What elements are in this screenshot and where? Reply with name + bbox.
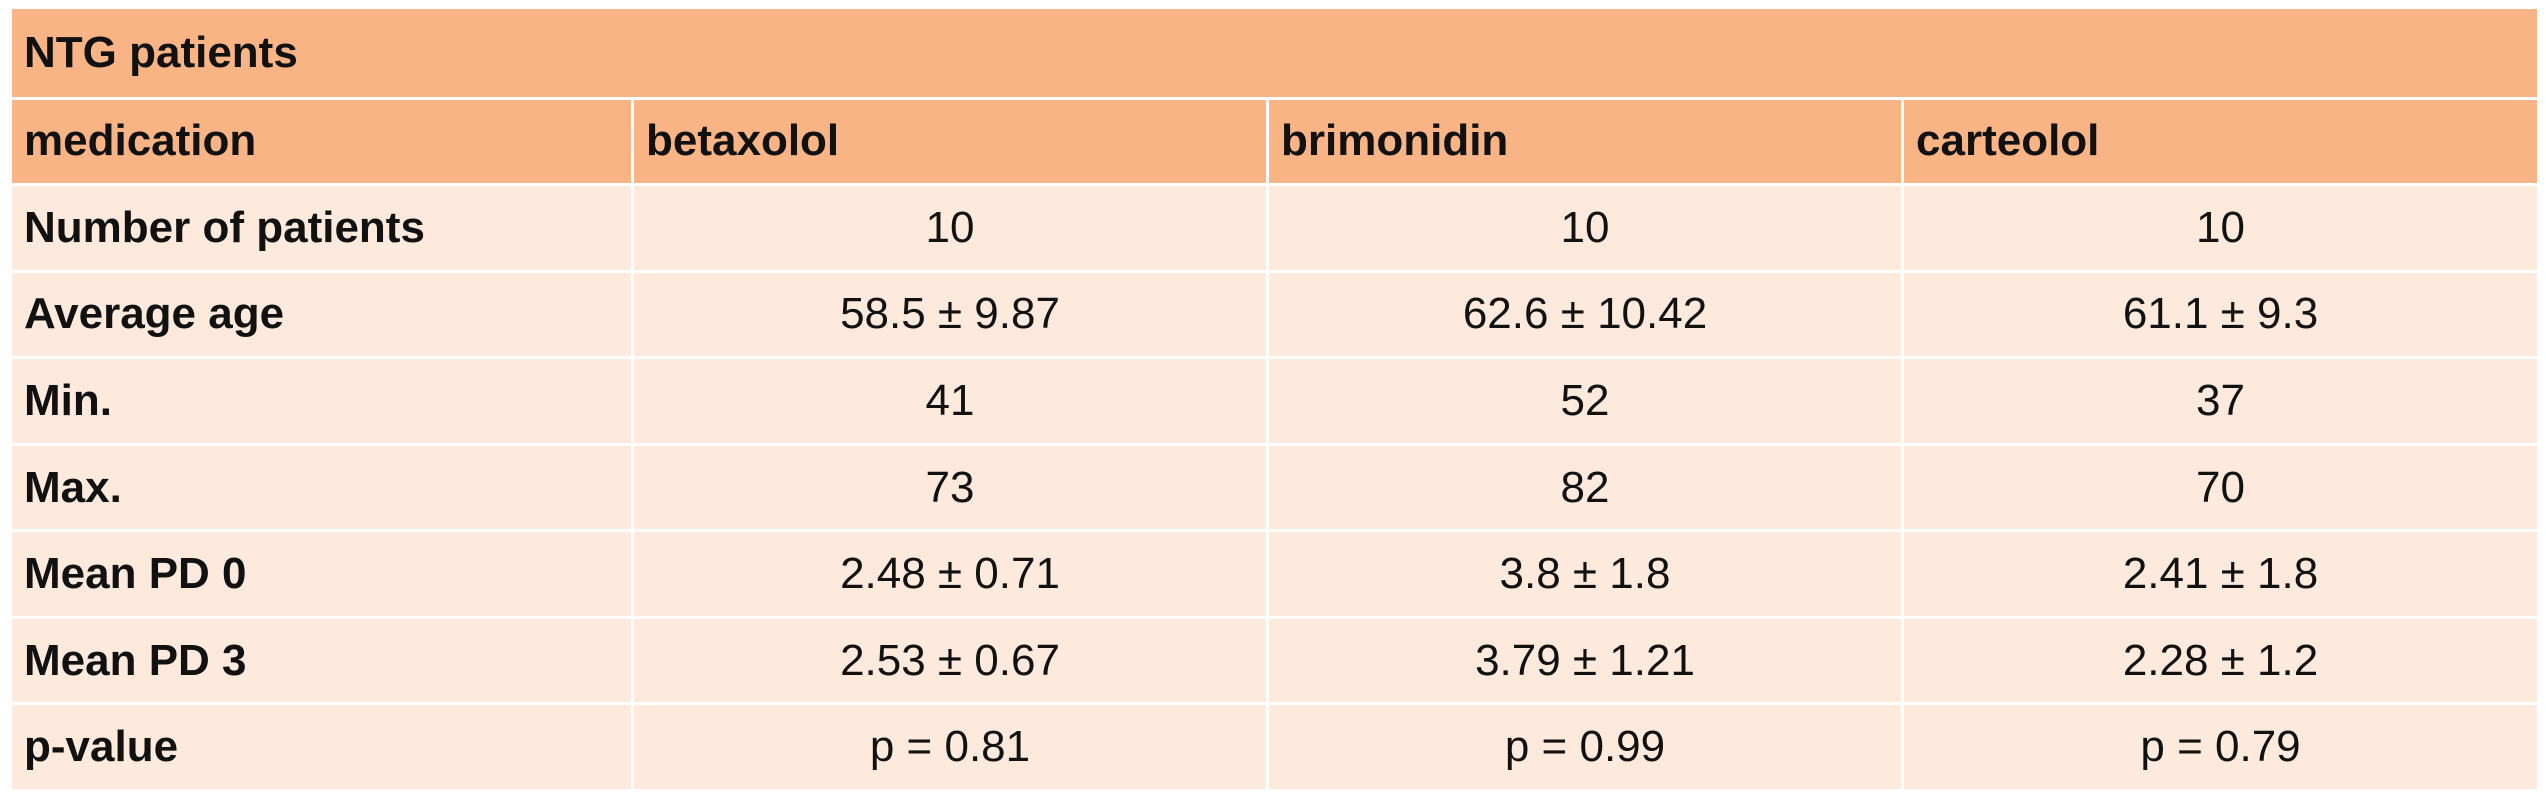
cell-value: 73 — [631, 442, 1269, 533]
cell-value: 2.53 ± 0.67 — [631, 615, 1269, 706]
cell-value: 37 — [1900, 356, 2541, 446]
cell-value: 3.8 ± 1.8 — [1266, 529, 1904, 619]
table-row: Mean PD 3 2.53 ± 0.67 3.79 ± 1.21 2.28 ±… — [9, 615, 2541, 706]
header-carteolol: carteolol — [1900, 96, 2541, 187]
row-label: Mean PD 0 — [9, 529, 634, 619]
table-title: NTG patients — [8, 6, 2541, 100]
header-betaxolol: betaxolol — [631, 96, 1269, 187]
row-label: Number of patients — [9, 183, 634, 273]
header-brimonidin: brimonidin — [1266, 96, 1904, 187]
ntg-patients-table: NTG patients medication betaxolol brimon… — [8, 6, 2541, 792]
cell-value: p = 0.81 — [631, 702, 1269, 792]
row-label: Average age — [9, 269, 634, 360]
header-label-medication: medication — [9, 96, 634, 187]
cell-value: 3.79 ± 1.21 — [1266, 615, 1904, 706]
cell-value: 10 — [1900, 183, 2541, 273]
table-header-row: medication betaxolol brimonidin carteolo… — [9, 96, 2541, 187]
cell-value: 82 — [1266, 442, 1904, 533]
cell-value: 62.6 ± 10.42 — [1266, 269, 1904, 360]
table-row: Number of patients 10 10 10 — [9, 183, 2541, 273]
table-row: Max. 73 82 70 — [9, 442, 2541, 533]
cell-value: 70 — [1900, 442, 2541, 533]
row-label: p-value — [9, 702, 634, 792]
cell-value: 10 — [631, 183, 1269, 273]
cell-value: 52 — [1266, 356, 1904, 446]
cell-value: p = 0.99 — [1266, 702, 1904, 792]
cell-value: 41 — [631, 356, 1269, 446]
cell-value: 10 — [1266, 183, 1904, 273]
table-row: Min. 41 52 37 — [9, 356, 2541, 446]
table-row: Mean PD 0 2.48 ± 0.71 3.8 ± 1.8 2.41 ± 1… — [9, 529, 2541, 619]
table-title-row: NTG patients — [8, 6, 2541, 100]
cell-value: 2.41 ± 1.8 — [1900, 529, 2541, 619]
cell-value: 2.28 ± 1.2 — [1900, 615, 2541, 706]
table-row: Average age 58.5 ± 9.87 62.6 ± 10.42 61.… — [9, 269, 2541, 360]
row-label: Max. — [9, 442, 634, 533]
row-label: Mean PD 3 — [9, 615, 634, 706]
cell-value: 2.48 ± 0.71 — [631, 529, 1269, 619]
cell-value: 58.5 ± 9.87 — [631, 269, 1269, 360]
cell-value: 61.1 ± 9.3 — [1900, 269, 2541, 360]
row-label: Min. — [9, 356, 634, 446]
table-row: p-value p = 0.81 p = 0.99 p = 0.79 — [9, 702, 2541, 792]
cell-value: p = 0.79 — [1900, 702, 2541, 792]
